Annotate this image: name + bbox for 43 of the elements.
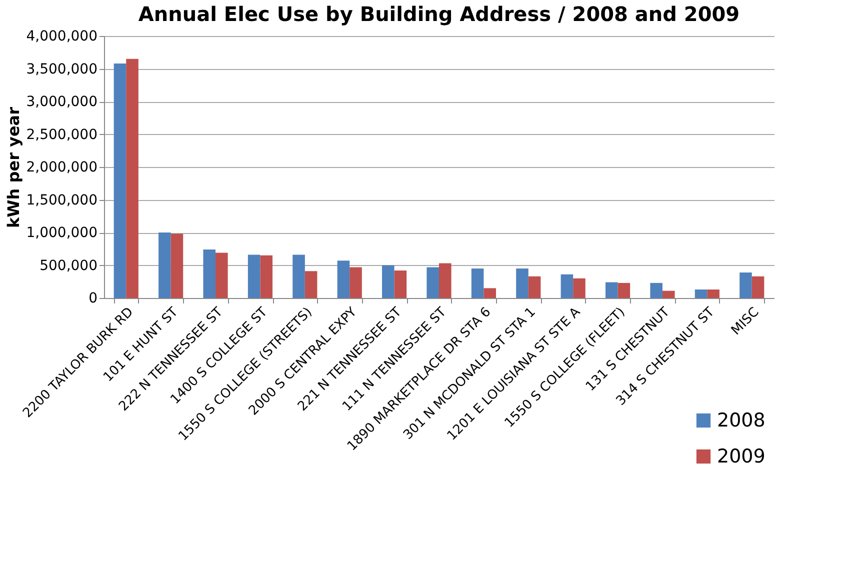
- y-tick-label: 0: [88, 290, 98, 306]
- legend-label: 2009: [717, 446, 766, 468]
- bar: [126, 58, 138, 298]
- chart-title: Annual Elec Use by Building Address / 2008 and 2009: [138, 2, 740, 26]
- bar: [337, 260, 350, 298]
- bar: [618, 282, 630, 298]
- y-tick-label: 2,500,000: [26, 126, 98, 143]
- bar: [560, 274, 574, 298]
- y-tick-label: 1,000,000: [26, 225, 98, 241]
- bar: [304, 271, 318, 298]
- bar: [528, 276, 541, 298]
- bar: [484, 288, 496, 298]
- bar: [605, 282, 618, 298]
- bar: [394, 270, 407, 298]
- bar: [650, 282, 662, 298]
- y-tick-label: 3,500,000: [26, 61, 98, 78]
- bar: [350, 267, 362, 298]
- bar: [439, 263, 452, 298]
- y-tick-label: 500,000: [40, 258, 98, 274]
- bar: [158, 232, 171, 298]
- bar: [170, 234, 184, 298]
- bar: [114, 64, 126, 298]
- bar: [694, 289, 708, 298]
- bar: [248, 254, 260, 298]
- bar: [707, 289, 720, 298]
- legend-label: 2008: [717, 410, 766, 432]
- bar: [216, 252, 228, 298]
- y-tick-label: 2,000,000: [26, 160, 98, 176]
- y-axis-title: kWh per year: [4, 106, 24, 228]
- bar: [426, 267, 439, 298]
- bar: [292, 254, 305, 298]
- bar: [573, 278, 586, 298]
- y-tick-label: 1,500,000: [26, 192, 98, 208]
- bar: [740, 272, 752, 298]
- y-tick-label: 4,000,000: [26, 28, 98, 44]
- y-tick-label: 3,000,000: [26, 94, 98, 110]
- bar: [516, 268, 528, 298]
- bar: [382, 265, 394, 298]
- bar: [752, 276, 764, 298]
- bar: [662, 290, 675, 298]
- bar: [471, 268, 484, 298]
- bar: [260, 255, 273, 298]
- bar: [203, 250, 216, 298]
